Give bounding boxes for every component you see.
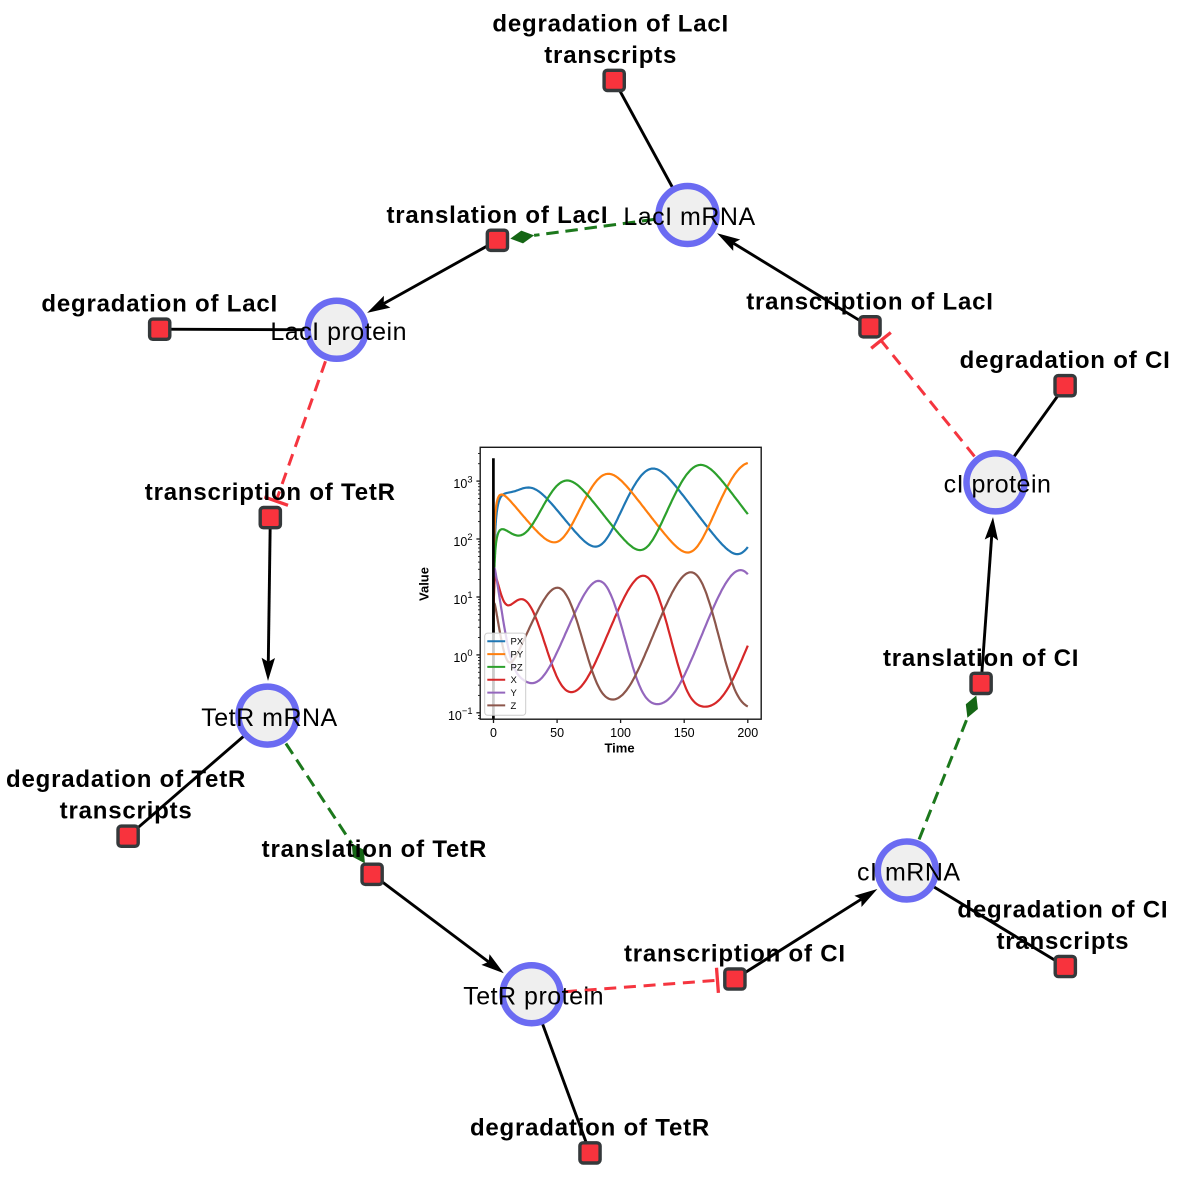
svg-text:translation of TetR: translation of TetR [262,836,487,863]
svg-text:LacI protein: LacI protein [270,318,407,346]
svg-text:cI mRNA: cI mRNA [857,859,961,887]
svg-text:translation of CI: translation of CI [883,645,1079,672]
svg-text:cI protein: cI protein [944,471,1052,499]
svg-text:translation of LacI: translation of LacI [386,202,608,229]
svg-text:transcription of LacI: transcription of LacI [746,288,994,315]
svg-text:transcripts: transcripts [60,798,193,825]
svg-text:50: 50 [550,726,564,740]
svg-text:PY: PY [511,650,524,661]
svg-text:LacI mRNA: LacI mRNA [623,203,755,231]
svg-text:degradation of LacI: degradation of LacI [41,291,278,318]
svg-text:X: X [511,675,518,686]
svg-text:transcription of CI: transcription of CI [624,941,846,968]
svg-text:Z: Z [511,701,517,712]
svg-text:transcription of TetR: transcription of TetR [145,479,396,506]
svg-text:degradation of CI: degradation of CI [957,897,1168,924]
svg-text:degradation of TetR: degradation of TetR [470,1114,710,1141]
svg-text:TetR protein: TetR protein [463,982,604,1010]
svg-text:0: 0 [490,726,497,740]
svg-text:transcripts: transcripts [544,42,677,69]
svg-text:Value: Value [417,567,432,601]
svg-text:transcripts: transcripts [996,928,1129,955]
svg-text:TetR mRNA: TetR mRNA [201,704,337,732]
svg-text:200: 200 [737,726,758,740]
svg-text:degradation of TetR: degradation of TetR [6,766,246,793]
svg-text:150: 150 [674,726,695,740]
svg-text:100: 100 [610,726,631,740]
svg-text:degradation of CI: degradation of CI [960,347,1171,374]
svg-text:Y: Y [511,688,518,699]
svg-text:degradation of LacI: degradation of LacI [492,10,729,37]
svg-text:PX: PX [511,637,524,648]
svg-text:PZ: PZ [511,662,523,673]
svg-text:Time: Time [604,740,634,755]
